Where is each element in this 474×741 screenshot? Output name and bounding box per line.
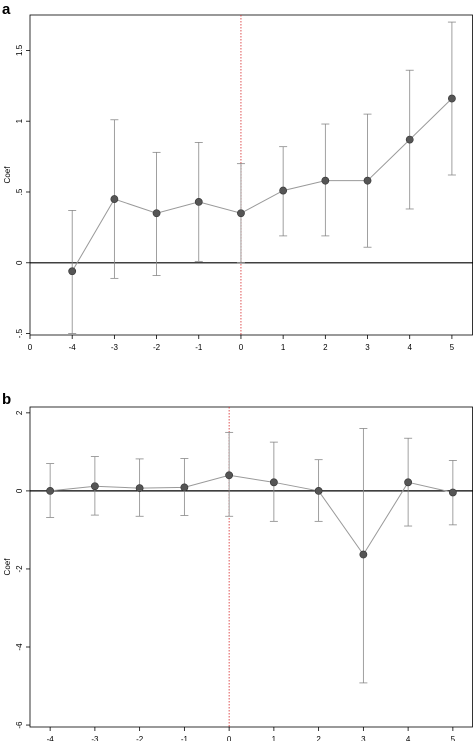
x-tick-label: 5 [451, 735, 456, 741]
coef-point [237, 209, 245, 218]
panel-label: b [2, 391, 11, 408]
coef-point [180, 483, 189, 492]
y-tick-label: 0 [15, 488, 24, 493]
coef-point [46, 487, 55, 495]
coef-point [405, 135, 414, 144]
coef-point [279, 186, 288, 195]
x-tick-label: 3 [365, 343, 370, 352]
y-axis-label: Coef [3, 166, 12, 184]
y-tick-label: -6 [15, 721, 24, 729]
x-tick-label: -3 [111, 343, 119, 352]
x-tick-label: 4 [407, 343, 412, 352]
x-tick-label: 3 [361, 735, 366, 741]
x-tick-label: 1 [281, 343, 286, 352]
coef-point [448, 488, 457, 497]
coef-point [359, 550, 368, 559]
x-tick-label: 4 [406, 735, 411, 741]
x-tick-label: 2 [323, 343, 328, 352]
panel-label: a [2, 1, 11, 18]
x-tick-label: 0 [28, 343, 33, 352]
y-tick-label: 0 [15, 260, 24, 265]
coef-point [68, 267, 77, 276]
coef-line [50, 474, 453, 556]
coef-point [110, 195, 119, 203]
coef-point [269, 478, 278, 487]
x-tick-label: -4 [47, 735, 55, 741]
coef-point [225, 471, 234, 480]
coef-point [194, 198, 203, 206]
x-tick-label: -1 [195, 343, 203, 352]
y-axis-label: Coef [3, 558, 12, 576]
coef-point [404, 478, 413, 487]
x-tick-label: -2 [153, 343, 161, 352]
x-tick-label: -1 [181, 735, 189, 741]
y-tick-label: .5 [15, 188, 24, 195]
x-tick-label: 5 [450, 343, 455, 352]
x-tick-label: 2 [316, 735, 321, 741]
x-tick-label: -2 [136, 735, 144, 741]
coef-point [314, 487, 323, 495]
y-tick-label: -.5 [15, 328, 24, 338]
coef-point [152, 209, 161, 218]
x-tick-label: 0 [227, 735, 232, 741]
x-tick-label: 1 [272, 735, 277, 741]
coef-line [71, 98, 453, 272]
coef-point [363, 176, 372, 185]
coef-point [448, 94, 456, 103]
x-tick-label: -3 [91, 735, 99, 741]
coef-point [135, 484, 144, 493]
plot-frame [29, 406, 473, 728]
x-tick-label: 0 [239, 343, 244, 352]
y-tick-label: 1.5 [15, 44, 24, 56]
coef-point [321, 176, 330, 185]
coef-point [90, 482, 99, 491]
y-tick-label: 2 [15, 410, 24, 415]
x-tick-label: -4 [69, 343, 77, 352]
y-tick-label: -4 [15, 643, 24, 651]
y-tick-label: 1 [15, 118, 24, 123]
plot-frame [29, 14, 473, 336]
y-tick-label: -2 [15, 565, 24, 573]
